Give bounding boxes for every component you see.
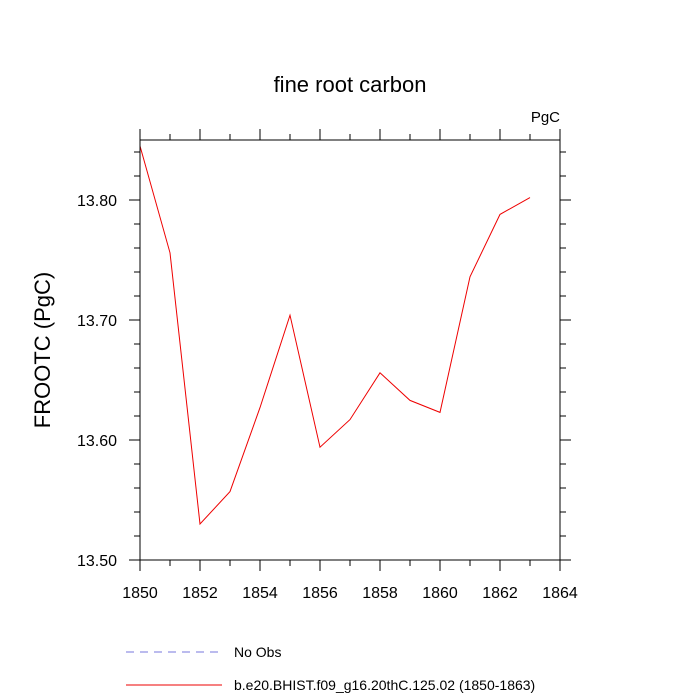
x-tick-label: 1860 [422, 585, 458, 602]
x-tick-label: 1852 [182, 585, 218, 602]
chart-title: fine root carbon [274, 72, 427, 97]
axis-tick-labels: 1850 1852 1854 1856 1858 1860 1862 1864 13.50 13.… [77, 193, 578, 602]
x-tick-label: 1854 [242, 585, 278, 602]
legend-label: No Obs [234, 644, 281, 660]
y-axis-label: FROOTC (PgC) [30, 272, 55, 428]
y-tick-label: 13.60 [77, 433, 117, 450]
y-tick-label: 13.70 [77, 313, 117, 330]
x-tick-label: 1856 [302, 585, 338, 602]
x-tick-label: 1850 [122, 585, 158, 602]
plot-frame [139, 139, 561, 561]
plot-lines [139, 145, 531, 526]
y-tick-label: 13.50 [77, 553, 117, 570]
y-tick-label: 13.80 [77, 193, 117, 210]
legend-label: b.e20.BHIST.f09_g16.20thC.125.02 (1850-1… [234, 677, 535, 693]
legend: No Obs b.e20.BHIST.f09_g16.20thC.125.02 (… [126, 644, 535, 693]
x-tick-label: 1864 [542, 585, 578, 602]
axis-ticks [129, 129, 571, 571]
x-tick-label: 1858 [362, 585, 398, 602]
x-tick-label: 1862 [482, 585, 518, 602]
series-line-1 [139, 145, 531, 526]
units-label: PgC [531, 109, 560, 126]
